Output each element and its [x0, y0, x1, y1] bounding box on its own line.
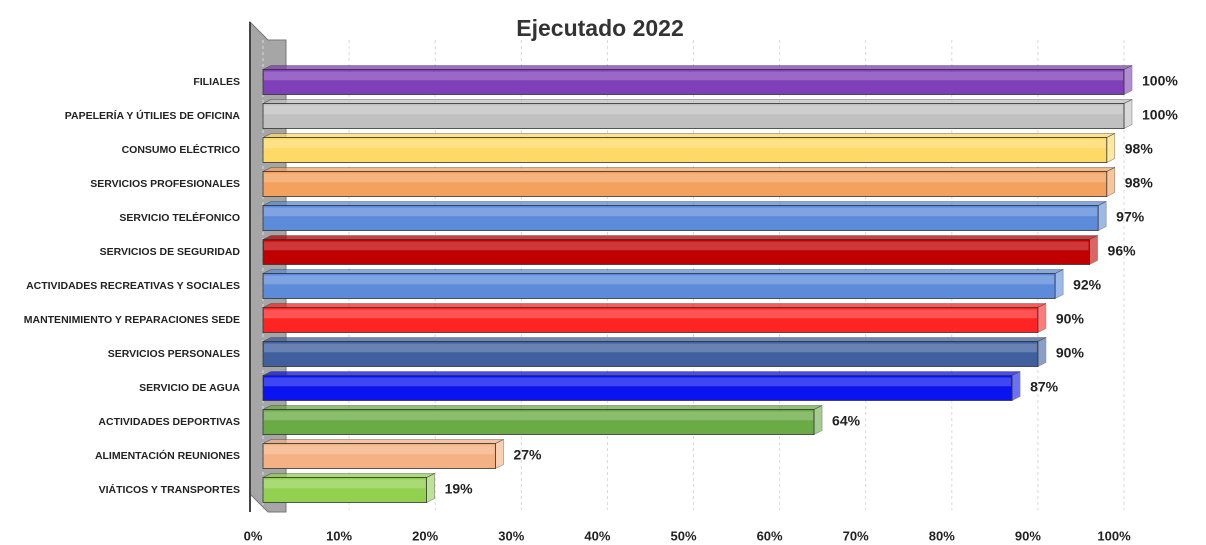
bar-top [262, 405, 823, 410]
x-tick-label: 40% [584, 528, 610, 543]
bar-side [1037, 303, 1047, 333]
bar-top [262, 337, 1047, 342]
y-tick-label: SERVICIOS DE SEGURIDAD [100, 246, 241, 258]
y-tick-label: SERVICIOS PERSONALES [108, 348, 240, 360]
bar [262, 307, 1039, 333]
bar-top [262, 235, 1098, 240]
y-tick-label: MANTENIMIENTO Y REPARACIONES SEDE [24, 314, 240, 326]
bar [262, 239, 1090, 265]
y-tick-label: PAPELERÍA Y ÚTILIES DE OFICINA [65, 109, 241, 122]
bar [262, 103, 1125, 129]
bar-top [262, 303, 1047, 308]
y-tick-label: VIÁTICOS Y TRANSPORTES [99, 483, 240, 496]
x-tick-label: 70% [843, 528, 869, 543]
bar-shine [264, 139, 1106, 149]
bar-shine [264, 309, 1037, 319]
bar-side [1011, 371, 1021, 401]
x-tick-label: 60% [757, 528, 783, 543]
value-label: 90% [1056, 311, 1085, 327]
bar-side [1097, 201, 1107, 231]
y-tick-label: SERVICIO TELÉFONICO [119, 211, 240, 224]
value-label: 98% [1125, 175, 1154, 191]
bar [262, 375, 1013, 401]
y-tick-label: ACTIVIDADES DEPORTIVAS [98, 416, 240, 428]
bar-top [262, 269, 1064, 274]
bar-top [262, 99, 1133, 104]
value-label: 64% [832, 413, 861, 429]
bar-top [262, 167, 1115, 172]
bar-top [262, 439, 504, 444]
y-tick-label: SERVICIO DE AGUA [139, 382, 240, 394]
bar-shine [264, 479, 426, 489]
x-tick-label: 20% [412, 528, 438, 543]
bar-side [813, 405, 823, 435]
bar-top [262, 65, 1133, 70]
value-label: 97% [1116, 209, 1145, 225]
y-tick-label: SERVICIOS PROFESIONALES [90, 178, 240, 190]
y-tick-label: CONSUMO ELÉCTRICO [122, 143, 240, 156]
x-tick-label: 30% [498, 528, 524, 543]
bar-side [1123, 99, 1133, 129]
bar-shine [264, 173, 1106, 183]
bar-shine [264, 241, 1089, 251]
bar-side [495, 439, 504, 469]
y-tick-label: ALIMENTACIÓN REUNIONES [95, 449, 240, 462]
bar-side [1089, 235, 1098, 265]
bar-top [262, 371, 1021, 376]
value-label: 90% [1056, 345, 1085, 361]
bar-shine [264, 105, 1123, 115]
bar-side [1106, 167, 1116, 197]
bar-top [262, 473, 435, 478]
bar-shine [264, 445, 495, 455]
bar-side [1123, 65, 1133, 95]
bar-shine [264, 343, 1037, 353]
bar [262, 69, 1125, 95]
bar [262, 205, 1099, 231]
y-tick-label: ACTIVIDADES RECREATIVAS Y SOCIALES [26, 280, 240, 292]
value-label: 100% [1142, 107, 1178, 123]
x-tick-label: 100% [1097, 528, 1131, 543]
value-label: 27% [513, 447, 542, 463]
bar-top [262, 201, 1107, 206]
bar-shine [264, 71, 1123, 81]
value-label: 19% [445, 481, 474, 497]
bar-shine [264, 411, 814, 421]
bar-shine [264, 377, 1012, 387]
bar [262, 273, 1056, 299]
bar [262, 171, 1108, 197]
side-wall [249, 20, 287, 513]
x-tick-label: 50% [670, 528, 696, 543]
value-label: 100% [1142, 73, 1178, 89]
bar [262, 137, 1108, 163]
bar [262, 409, 815, 435]
bar-side [1054, 269, 1064, 299]
bar-shine [264, 207, 1098, 217]
bar [262, 341, 1039, 367]
value-label: 98% [1125, 141, 1154, 157]
x-tick-label: 90% [1015, 528, 1041, 543]
bar [262, 443, 496, 469]
bar-top [262, 133, 1115, 138]
value-label: 87% [1030, 379, 1059, 395]
bar-side [426, 473, 435, 503]
bar-side [1106, 133, 1116, 163]
x-tick-label: 80% [929, 528, 955, 543]
x-tick-label: 10% [326, 528, 352, 543]
value-label: 96% [1108, 243, 1137, 259]
bar-side [1037, 337, 1047, 367]
x-tick-label: 0% [244, 528, 263, 543]
bar [262, 477, 427, 503]
y-tick-label: FILIALES [193, 76, 240, 88]
value-label: 92% [1073, 277, 1102, 293]
chart-title: Ejecutado 2022 [516, 15, 683, 41]
bar-shine [264, 275, 1055, 285]
